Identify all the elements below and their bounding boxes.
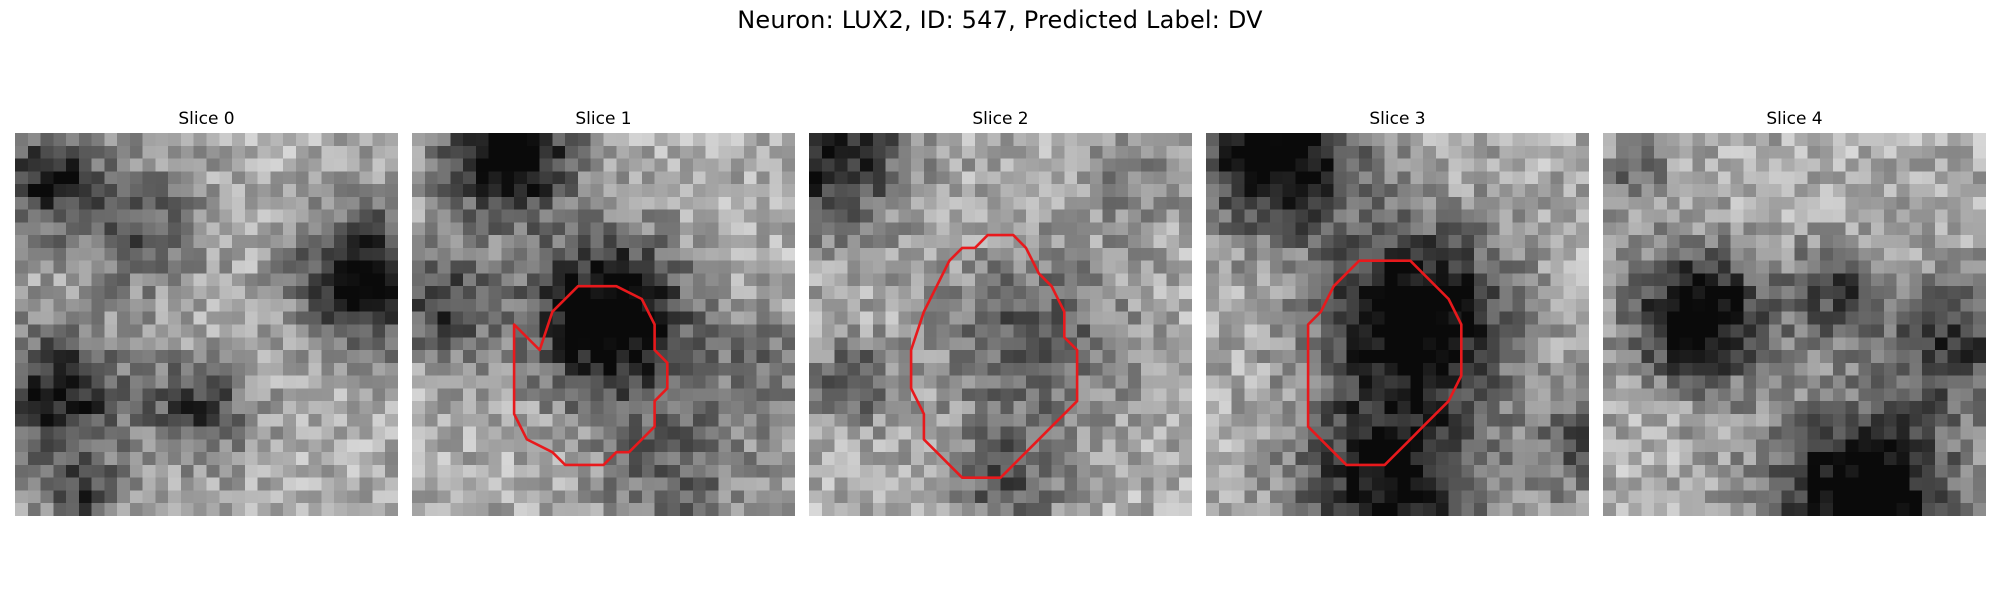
slice-image — [809, 133, 1192, 516]
micrograph-image — [809, 133, 1192, 516]
roi-contour — [512, 284, 669, 467]
micrograph-image — [1603, 133, 1986, 516]
slice-title: Slice 0 — [178, 109, 235, 129]
slice-title: Slice 1 — [575, 109, 632, 129]
slice-image — [412, 133, 795, 516]
slice-title: Slice 2 — [972, 109, 1029, 129]
slice-title: Slice 3 — [1369, 109, 1426, 129]
micrograph-image — [15, 133, 398, 516]
slice-image — [1206, 133, 1589, 516]
figure-title: Neuron: LUX2, ID: 547, Predicted Label: … — [737, 6, 1263, 34]
roi-contour — [1306, 259, 1463, 467]
micrograph-image — [412, 133, 795, 516]
slice-title: Slice 4 — [1766, 109, 1823, 129]
roi-contour — [909, 233, 1079, 480]
slice-image — [1603, 133, 1986, 516]
slice-image — [15, 133, 398, 516]
micrograph-image — [1206, 133, 1589, 516]
